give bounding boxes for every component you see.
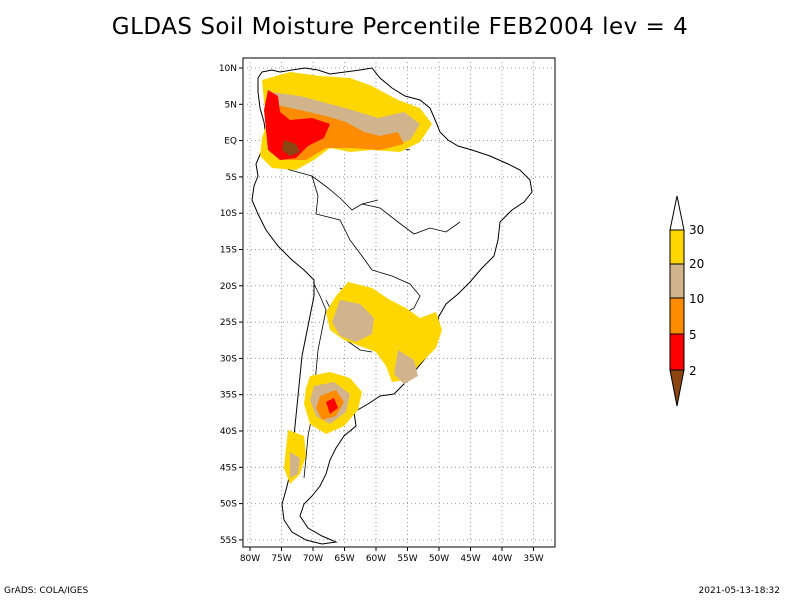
lon-label: 80W — [240, 554, 260, 564]
percentile-shading — [260, 72, 442, 484]
lat-label: 10N — [219, 64, 237, 74]
longitude-labels: 80W 75W 70W 65W 60W 55W 50W 45W 40W 35W — [240, 547, 544, 564]
lat-label: 25S — [220, 318, 237, 328]
legend-label-5: 5 — [689, 328, 697, 342]
legend-box-20 — [669, 263, 685, 299]
lon-label: 35W — [523, 554, 543, 564]
lat-label: 55S — [220, 536, 237, 546]
legend-label-10: 10 — [689, 292, 704, 306]
lon-label: 60W — [366, 554, 386, 564]
plot-frame — [242, 57, 556, 548]
lat-label: 50S — [220, 500, 237, 510]
lat-label: 35S — [220, 391, 237, 401]
legend-label-2: 2 — [689, 364, 697, 378]
lon-label: 70W — [303, 554, 323, 564]
lon-label: 55W — [397, 554, 417, 564]
lat-label: 5S — [226, 173, 238, 183]
lon-label: 45W — [460, 554, 480, 564]
lon-label: 65W — [334, 554, 354, 564]
lat-label: EQ — [224, 137, 237, 147]
lon-label: 75W — [271, 554, 291, 564]
lat-label: 30S — [220, 354, 237, 364]
chart-title: GLDAS Soil Moisture Percentile FEB2004 l… — [111, 14, 689, 40]
lat-label: 20S — [220, 282, 237, 292]
lon-label: 40W — [492, 554, 512, 564]
lat-label: 40S — [220, 427, 237, 437]
legend-label-30: 30 — [689, 223, 704, 237]
legend-colorbar: 30 20 10 5 2 — [669, 195, 704, 407]
legend-arrow-bottom — [669, 369, 685, 407]
legend-label-20: 20 — [689, 257, 704, 271]
footer-credit: GrADS: COLA/IGES — [4, 586, 89, 596]
lat-label: 45S — [220, 463, 237, 473]
lat-label: 10S — [220, 209, 237, 219]
lat-label: 5N — [225, 100, 237, 110]
legend-arrow-top — [669, 195, 685, 231]
legend-box-10 — [669, 297, 685, 335]
footer-timestamp: 2021-05-13-18:32 — [698, 586, 781, 596]
latitude-labels: 10N 5N EQ 5S 10S 15S 20S 25S 30S 35S 40S 45S 50S 55S — [219, 64, 243, 546]
legend-box-5 — [669, 333, 685, 371]
lat-label: 15S — [220, 246, 237, 256]
grid-lines — [243, 58, 555, 547]
legend-box-30 — [669, 229, 685, 265]
lon-label: 50W — [429, 554, 449, 564]
